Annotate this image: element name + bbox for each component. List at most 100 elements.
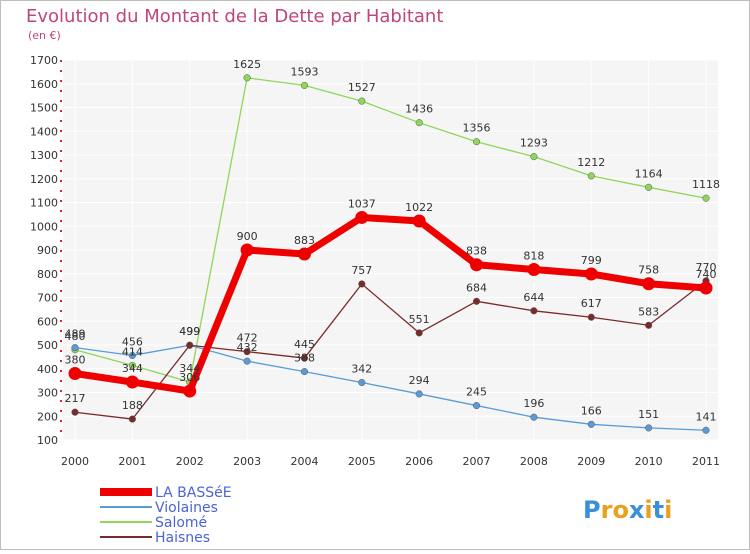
data-point	[128, 351, 136, 360]
plot-area: 100 200 300 400 500 600 700 800 900 1000 1100 1200 1…	[30, 54, 720, 468]
series-line	[74, 280, 707, 420]
y-tick-label: 1500	[30, 102, 58, 115]
legend-label: Haisnes	[155, 530, 210, 546]
y-tick-label: 1400	[30, 125, 58, 138]
data-label: 900	[237, 230, 258, 243]
brand-logo-letter: t	[653, 496, 664, 524]
chart-title: Evolution du Montant de la Dette par Hab…	[26, 6, 443, 27]
data-label: 818	[523, 249, 544, 262]
data-label: 166	[581, 404, 602, 417]
data-point	[645, 424, 653, 432]
data-label: 294	[409, 374, 430, 387]
brand-logo-letter: x	[629, 496, 645, 524]
data-label: 1037	[348, 197, 376, 210]
data-point	[587, 172, 595, 180]
y-tick-label: 100	[37, 434, 58, 447]
data-point	[645, 321, 653, 329]
brand-logo-letter: r	[601, 496, 613, 524]
y-tick-label: 300	[37, 387, 58, 400]
data-point	[527, 262, 541, 276]
data-label: 306	[179, 371, 200, 384]
data-label: 617	[581, 297, 602, 310]
data-point	[128, 415, 136, 423]
data-label: 644	[523, 291, 544, 304]
data-label: 489	[65, 328, 86, 341]
y-tick-label: 1000	[30, 220, 58, 233]
data-label: 388	[294, 352, 315, 365]
y-tick-label: 1600	[30, 78, 58, 91]
data-point	[125, 375, 139, 389]
data-label: 456	[122, 335, 143, 348]
legend-label: Violaines	[155, 500, 218, 516]
data-point	[186, 341, 194, 349]
data-label: 217	[65, 392, 86, 405]
data-point	[243, 74, 251, 82]
data-label: 344	[179, 362, 200, 375]
data-label: 1212	[577, 156, 605, 169]
data-label: 757	[351, 264, 372, 277]
data-point	[183, 384, 197, 398]
brand-logo-letter: o	[612, 496, 629, 524]
data-label: 551	[409, 313, 430, 326]
data-label: 141	[696, 410, 717, 423]
y-tick-label: 1200	[30, 173, 58, 186]
data-point	[472, 297, 481, 305]
data-label: 445	[294, 338, 315, 351]
data-point	[243, 357, 251, 365]
data-point	[415, 119, 423, 127]
data-label: 414	[122, 345, 143, 358]
data-label: 1164	[635, 167, 663, 180]
data-label: 1625	[233, 58, 261, 71]
x-tick-label: 2001	[118, 455, 146, 468]
x-tick-label: 2005	[348, 455, 376, 468]
data-label: 342	[351, 363, 372, 376]
data-point	[415, 390, 423, 398]
x-tick-label: 2010	[635, 455, 663, 468]
data-point	[642, 277, 656, 291]
data-point	[702, 426, 710, 434]
data-point	[472, 138, 481, 146]
y-tick-label: 1700	[30, 54, 58, 67]
x-tick-label: 2004	[290, 455, 318, 468]
data-label: 684	[466, 281, 487, 294]
data-point	[71, 408, 79, 416]
legend-label: LA BASSéE	[155, 485, 232, 501]
data-point	[645, 183, 653, 191]
data-label: 838	[466, 245, 487, 258]
data-label: 480	[65, 330, 86, 343]
x-tick-label: 2000	[61, 455, 89, 468]
data-point	[415, 329, 423, 337]
data-label: 245	[466, 386, 487, 399]
data-label: 1022	[405, 201, 433, 214]
data-point	[355, 210, 369, 224]
x-tick-label: 2008	[520, 455, 548, 468]
data-label: 432	[237, 341, 258, 354]
data-point	[68, 367, 82, 380]
data-point	[470, 258, 484, 272]
brand-logo: Proxiti	[583, 496, 672, 524]
x-tick-label: 2007	[463, 455, 491, 468]
data-label: 1293	[520, 137, 548, 150]
data-label: 740	[696, 268, 717, 281]
legend-label: Salomé	[155, 515, 207, 531]
data-point	[128, 361, 136, 369]
data-point	[300, 81, 309, 89]
chart-subtitle: (en €)	[28, 29, 61, 42]
data-label: 1593	[290, 65, 318, 78]
brand-logo-letter: i	[644, 496, 652, 524]
data-point	[412, 214, 426, 228]
y-tick-label: 700	[37, 292, 58, 305]
data-point	[240, 243, 254, 257]
data-point	[358, 97, 366, 105]
data-point	[71, 344, 79, 352]
y-tick-label: 1300	[30, 149, 58, 162]
data-point	[584, 267, 598, 281]
series-line	[74, 344, 707, 431]
data-label: 883	[294, 234, 315, 247]
data-label: 472	[237, 332, 258, 345]
data-label: 583	[638, 305, 659, 318]
data-point	[300, 354, 309, 362]
y-tick-label: 1100	[30, 197, 58, 210]
